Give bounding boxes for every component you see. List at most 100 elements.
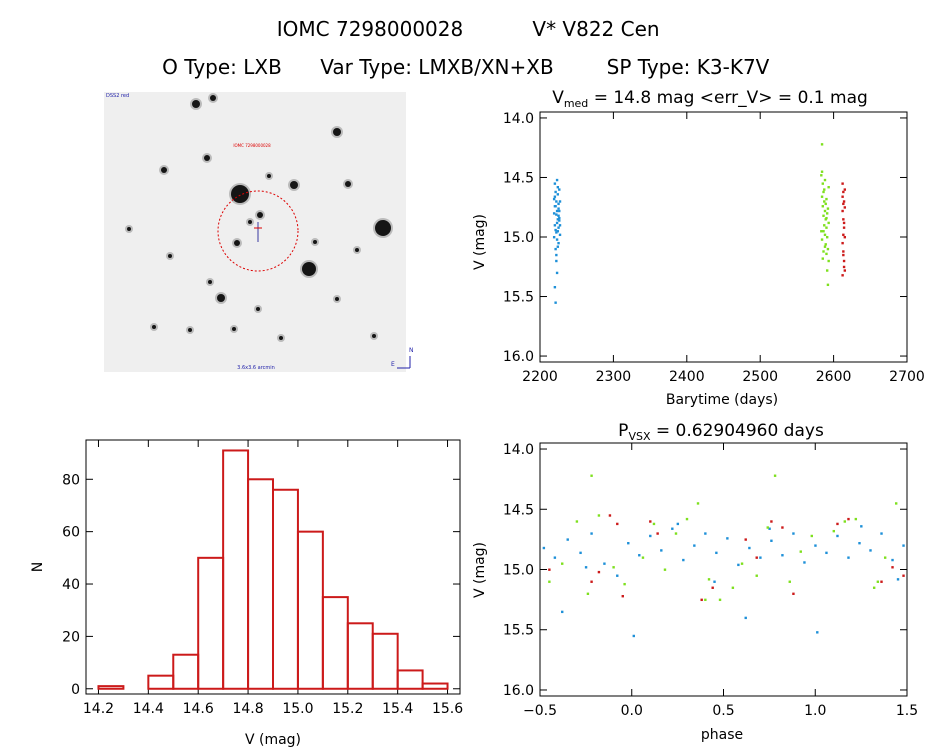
- point-green: [623, 582, 626, 586]
- point-blue: [649, 534, 652, 538]
- point-green: [663, 568, 667, 571]
- finder-chart: IOMC 7298000028 DSS2 red 3.6x3.6 arcmin …: [104, 92, 414, 372]
- xtick-label: 14.8: [232, 701, 263, 717]
- point-green: [823, 224, 826, 227]
- histogram-bar: [371, 632, 399, 690]
- ytick-label: 15.5: [503, 623, 534, 639]
- point-blue: [816, 631, 819, 634]
- finder-star: [302, 262, 316, 276]
- point-green: [597, 514, 601, 517]
- point-red: [841, 274, 844, 277]
- finder-star: [234, 240, 240, 246]
- point-blue: [770, 539, 773, 542]
- point-blue: [880, 532, 883, 535]
- point-red: [841, 241, 844, 245]
- point-blue: [555, 231, 558, 234]
- point-green: [674, 532, 678, 535]
- finder-target-circle: [217, 190, 299, 272]
- finder-star: [210, 95, 216, 101]
- xtick-label: 2600: [816, 369, 852, 385]
- phased-xlabel: phase: [701, 727, 743, 743]
- point-red: [842, 250, 845, 253]
- point-blue: [553, 224, 557, 227]
- point-green: [704, 598, 707, 602]
- point-green: [854, 517, 858, 521]
- point-blue: [557, 202, 560, 206]
- point-green: [823, 209, 827, 213]
- point-red: [836, 522, 839, 526]
- point-green: [826, 283, 830, 287]
- point-red: [842, 200, 846, 203]
- xtick-label: 1.5: [896, 703, 918, 719]
- finder-star: [313, 240, 317, 244]
- phased-axes: −0.5 0.0 0.5 1.0 1.5 14.0 14.5 15.0 15.5 16.0: [503, 442, 918, 719]
- point-red: [880, 580, 883, 583]
- point-red: [847, 517, 850, 521]
- point-green: [824, 243, 827, 246]
- point-blue: [555, 271, 559, 275]
- point-blue: [860, 525, 863, 528]
- point-green: [827, 221, 830, 225]
- point-blue: [552, 212, 556, 215]
- point-blue: [558, 209, 561, 213]
- xtick-label: 15.2: [332, 701, 363, 717]
- finder-background: [104, 92, 406, 372]
- point-red: [842, 202, 845, 206]
- point-blue: [858, 541, 861, 545]
- xtick-label: 2700: [889, 369, 925, 385]
- point-red: [621, 595, 624, 598]
- point-blue: [552, 197, 556, 201]
- point-green: [685, 517, 689, 521]
- point-blue: [557, 214, 560, 217]
- phased-title-rest: = 0.62904960 days: [650, 421, 823, 441]
- point-green: [823, 200, 826, 203]
- histogram-panel: 14.2 14.4 14.6 14.8 15.0 15.2 15.4 15.6 0 20 40 60 8…: [30, 439, 463, 747]
- phased-points: [542, 474, 905, 638]
- point-red: [902, 574, 905, 577]
- lightcurve-frame: [539, 111, 908, 363]
- point-blue: [556, 186, 560, 189]
- point-green: [821, 257, 824, 260]
- histogram-axes: 14.2 14.4 14.6 14.8 15.0 15.2 15.4 15.6 0 20 40 60 8…: [62, 440, 463, 717]
- point-blue: [554, 190, 557, 194]
- xtick-label: 15.6: [432, 701, 463, 717]
- point-red: [842, 218, 845, 221]
- histogram-bar: [247, 478, 274, 690]
- point-green: [718, 598, 722, 602]
- point-green: [823, 188, 826, 191]
- ytick-label: 80: [62, 472, 80, 488]
- point-blue: [768, 527, 771, 530]
- finder-star: [375, 220, 391, 236]
- point-green: [652, 522, 656, 526]
- xtick-label: 15.4: [382, 701, 413, 717]
- finder-star: [279, 336, 283, 340]
- point-red: [843, 188, 847, 191]
- finder-star: [248, 220, 252, 224]
- ytick-label: 20: [62, 629, 80, 645]
- point-blue: [561, 610, 564, 614]
- point-blue: [556, 230, 560, 233]
- point-blue: [759, 556, 762, 559]
- xtick-label: 2500: [742, 369, 778, 385]
- point-red: [891, 566, 894, 569]
- histogram-bar: [172, 653, 200, 690]
- histogram-bar: [147, 674, 175, 690]
- subtitle-sptype: SP Type: K3-K7V: [607, 55, 770, 79]
- point-red: [781, 526, 784, 529]
- point-blue: [891, 558, 894, 562]
- point-blue: [558, 216, 561, 220]
- point-red: [656, 532, 659, 535]
- lightcurve-panel: Vmed = 14.8 mag <err_V> = 0.1 mag 2200 23…: [472, 88, 925, 408]
- phased-panel: PVSX = 0.62904960 days −0.5 0.0 0.5 1.0 1.5 1…: [472, 421, 918, 743]
- point-red: [841, 209, 844, 213]
- point-blue: [558, 188, 561, 191]
- finder-star: [232, 327, 236, 331]
- ytick-label: 15.0: [503, 563, 534, 579]
- point-green: [883, 556, 887, 559]
- lightcurve-title-rest: = 14.8 mag <err_V> = 0.1 mag: [588, 88, 868, 108]
- point-blue: [553, 556, 557, 559]
- point-blue: [737, 563, 740, 567]
- finder-star: [372, 334, 376, 338]
- point-green: [822, 190, 825, 194]
- xtick-label: 0.5: [712, 703, 734, 719]
